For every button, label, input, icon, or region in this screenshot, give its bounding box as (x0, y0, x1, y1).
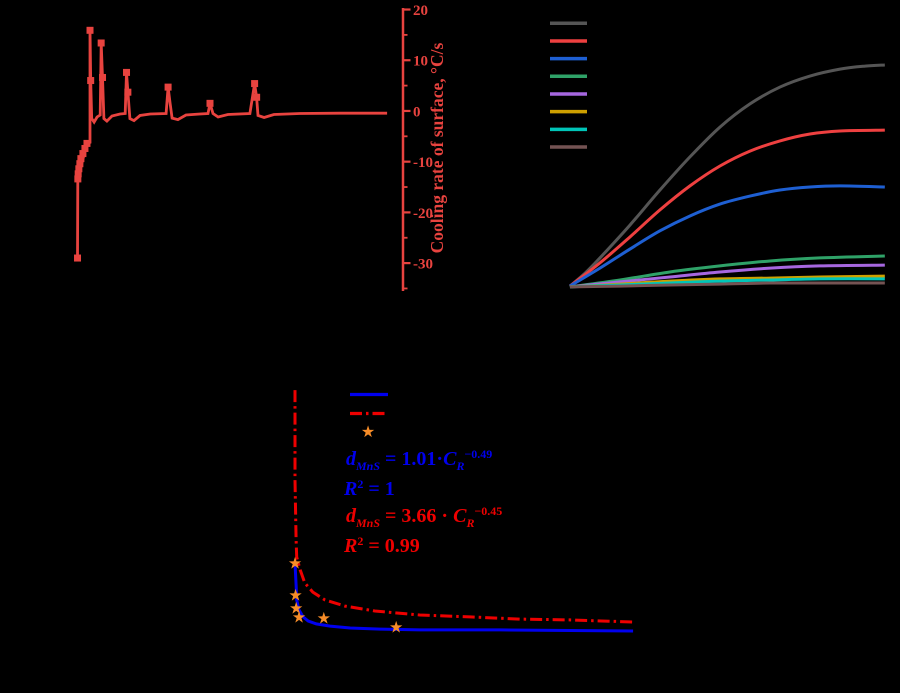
right-y-axis-ticks (403, 8, 411, 290)
sdas-fit-legend: ★ (350, 392, 388, 441)
cooling-rate-marker (76, 160, 84, 168)
star-marker: ★ (292, 609, 306, 626)
cooling-rate-marker (253, 93, 261, 101)
chart-cooling-rate: 20 10 0 -10 -20 -30 Cooling rate of surf… (74, 3, 447, 291)
right-y-axis-tick-label: -30 (413, 257, 433, 273)
cooling-rate-marker (74, 170, 82, 178)
curve-green-line (569, 254, 885, 289)
cooling-rate-marker (83, 139, 91, 147)
cooling-rate-marker (77, 155, 85, 163)
right-y-axis-tick-label: -20 (413, 206, 433, 222)
equation-red-fit: dMnS = 3.66 · CR−0.45 (346, 504, 503, 530)
curve-brown-line (569, 281, 885, 289)
star-marker: ★ (289, 601, 303, 618)
sdas-fit-series: ★★★★ ★★ (288, 390, 634, 636)
right-y-axis-tick-label: -10 (413, 155, 433, 171)
legend-star-marker: ★ (361, 424, 375, 441)
cooling-rate-marker (97, 39, 105, 47)
curve-purple-line (569, 263, 885, 289)
cooling-rate-marker (74, 254, 82, 262)
cooling-rate-marker (124, 88, 132, 96)
star-marker: ★ (389, 619, 403, 636)
cooling-rate-marker (74, 175, 82, 183)
equation-blue-r2: R2 = 1 (344, 477, 395, 500)
cooling-rate-marker (99, 73, 107, 81)
cooling-rate-marker (164, 83, 172, 91)
cooling-rate-line (76, 30, 388, 259)
curve-red-line (569, 128, 885, 288)
temperature-curves-series (568, 63, 885, 289)
right-y-axis-title: Cooling rate of surface, °C/s (427, 42, 447, 253)
cooling-rate-marker (81, 144, 89, 152)
cooling-rate-marker (79, 150, 87, 158)
chart-temperature-curves (550, 21, 885, 289)
cooling-rate-marker (251, 80, 259, 88)
right-y-axis-tick-label: 10 (413, 54, 428, 70)
cooling-rate-marker (206, 99, 214, 107)
cooling-rate-marker (75, 165, 83, 173)
chart-sdas-fit: ★ ★★★★ ★★ (288, 390, 634, 636)
star-marker: ★ (288, 555, 302, 572)
right-y-axis-tick-label: 0 (413, 105, 421, 121)
cooling-rate-marker (87, 77, 95, 85)
curve-gray-line (568, 63, 885, 288)
equation-blue-fit: dMnS = 1.01·CR−0.49 (346, 447, 493, 473)
fit-blue-line (293, 562, 634, 633)
cooling-rate-marker (123, 68, 131, 76)
right-y-axis-tick-label: 20 (413, 3, 428, 19)
equation-red-r2: R2 = 0.99 (344, 534, 420, 557)
cooling-rate-series (74, 26, 388, 262)
star-marker: ★ (317, 611, 331, 628)
curve-blue-line (569, 184, 885, 288)
fit-red-line (293, 390, 634, 624)
star-marker: ★ (288, 588, 302, 605)
temperature-curves-legend (550, 21, 587, 149)
cooling-rate-marker (86, 26, 94, 34)
